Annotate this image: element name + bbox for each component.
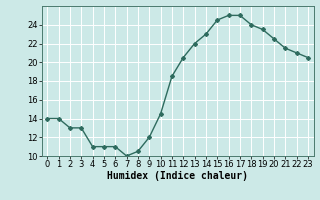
X-axis label: Humidex (Indice chaleur): Humidex (Indice chaleur) — [107, 171, 248, 181]
